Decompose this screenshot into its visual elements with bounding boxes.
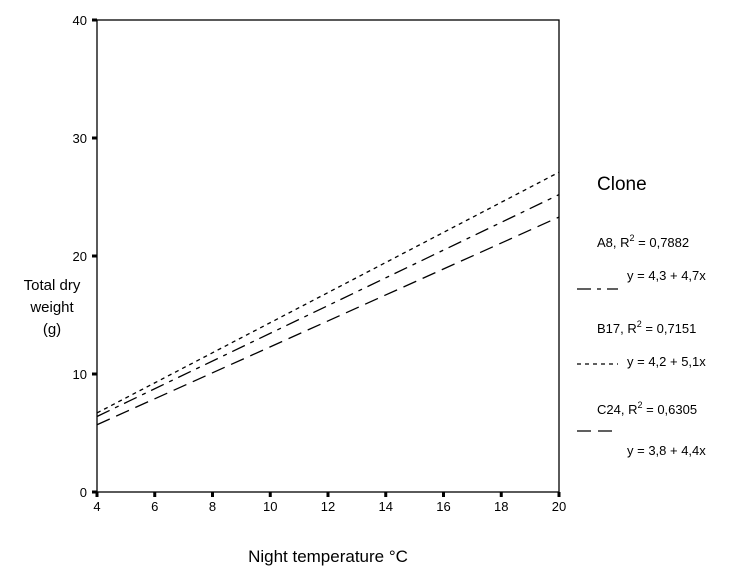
legend-equation-a8: y = 4,3 + 4,7x <box>627 268 706 283</box>
legend-label-c24: C24, R2 = 0,6305 <box>597 400 697 417</box>
legend-equation-c24: y = 3,8 + 4,4x <box>627 443 706 458</box>
legend-label-b17: B17, R2 = 0,7151 <box>597 319 696 336</box>
plot-area-frame <box>96 19 560 493</box>
legend-r2-value-c24: = 0,6305 <box>643 402 698 417</box>
x-tick-label: 18 <box>494 499 508 514</box>
y-tick-label: 0 <box>80 485 87 500</box>
y-axis-ticks: 0 10 20 30 40 <box>73 13 97 500</box>
legend-r2-b17: R <box>627 321 636 336</box>
ylabel-line-3: (g) <box>43 321 61 338</box>
series-line-a8 <box>96 194 560 418</box>
legend-equation-b17: y = 4,2 + 5,1x <box>627 354 706 369</box>
x-tick-label: 10 <box>263 499 277 514</box>
x-tick-label: 12 <box>321 499 335 514</box>
legend-r2-c24: R <box>628 402 637 417</box>
x-tick-label: 16 <box>436 499 450 514</box>
legend-r2-sup-a8: 2 <box>630 233 635 243</box>
legend-title: Clone <box>597 174 647 195</box>
legend-r2-sup-b17: 2 <box>637 319 642 329</box>
legend-series-name-b17: B17 <box>597 321 620 336</box>
legend-label-a8: A8, R2 = 0,7882 <box>597 233 689 250</box>
legend-r2-a8: R <box>620 235 629 250</box>
series-lines <box>96 171 560 426</box>
x-tick-label: 14 <box>379 499 393 514</box>
ylabel-line-2: weight <box>29 299 74 316</box>
legend-r2-value-a8: = 0,7882 <box>635 235 690 250</box>
legend-r2-value-b17: = 0,7151 <box>642 321 697 336</box>
x-axis-title: Night temperature °C <box>248 547 408 566</box>
x-tick-label: 6 <box>151 499 158 514</box>
x-axis-ticks: 4 6 8 10 12 14 16 18 20 <box>93 492 566 514</box>
x-tick-label: 8 <box>209 499 216 514</box>
x-tick-label: 20 <box>552 499 566 514</box>
y-tick-label: 30 <box>73 131 87 146</box>
legend-series-name-c24: C24 <box>597 402 621 417</box>
series-line-c24 <box>96 216 560 426</box>
legend-r2-sup-c24: 2 <box>637 400 642 410</box>
legend-series-name-a8: A8 <box>597 235 613 250</box>
y-tick-label: 10 <box>73 367 87 382</box>
y-tick-label: 40 <box>73 13 87 28</box>
series-line-b17 <box>96 171 560 414</box>
y-tick-label: 20 <box>73 249 87 264</box>
x-tick-label: 4 <box>93 499 100 514</box>
ylabel-line-1: Total dry <box>24 277 81 294</box>
